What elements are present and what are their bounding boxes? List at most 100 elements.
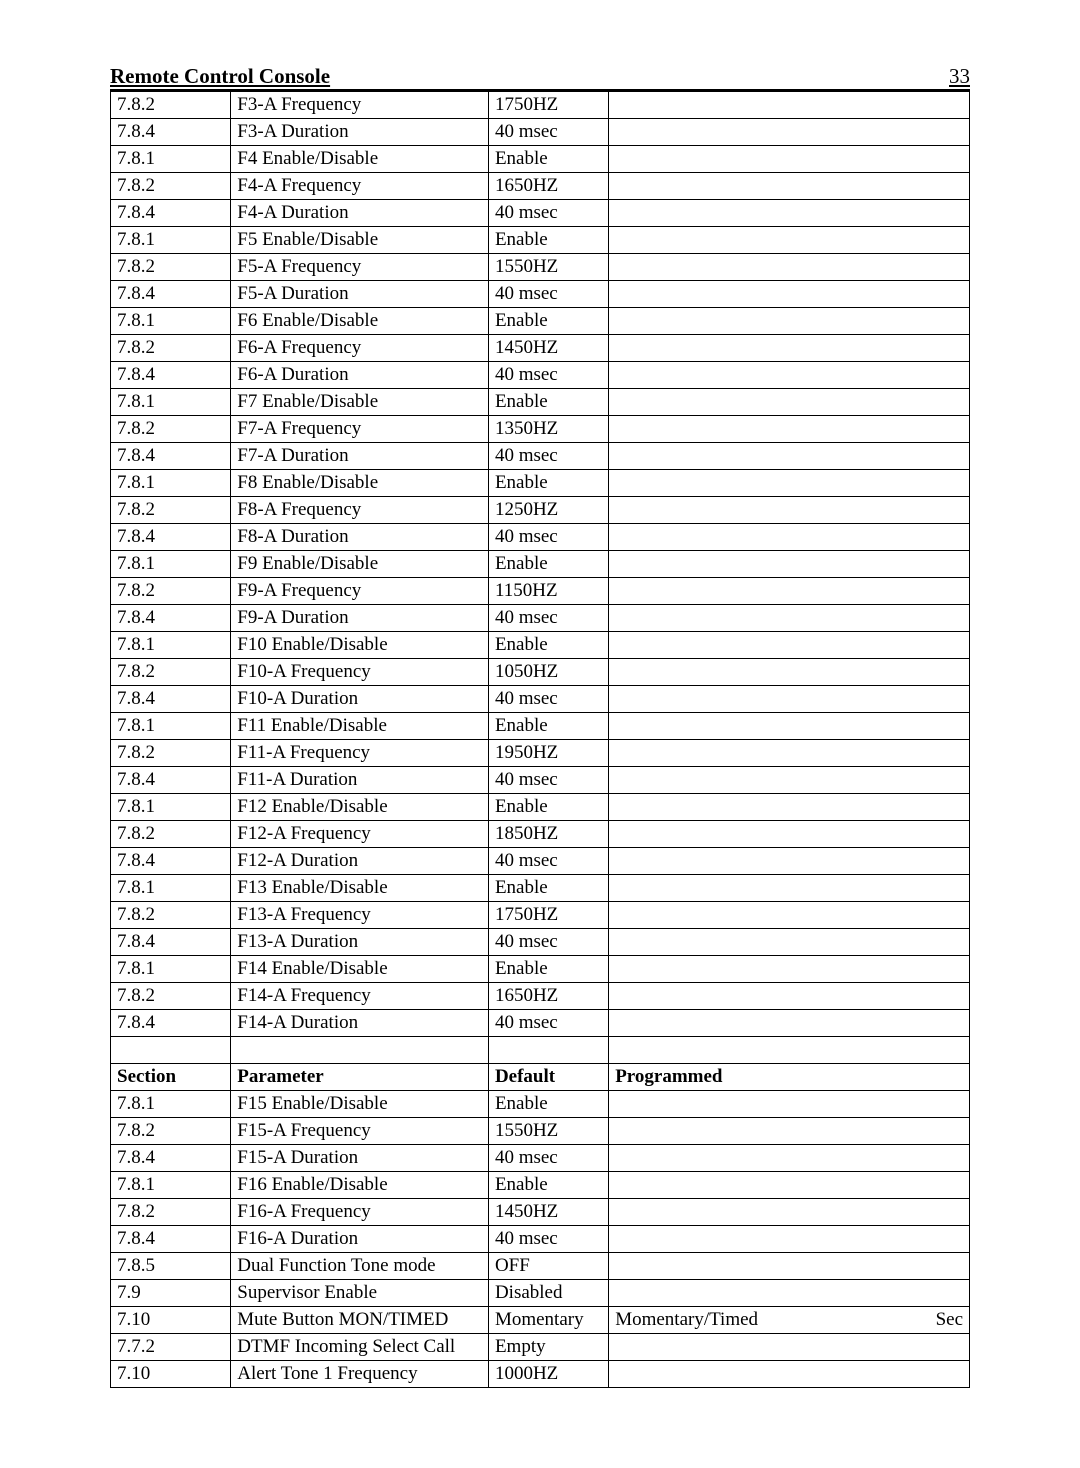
page-number: 33 (949, 64, 970, 89)
cell-section: 7.8.2 (111, 740, 231, 767)
table-row: 7.8.2F4-A Frequency1650HZ (111, 173, 970, 200)
cell-section: 7.8.4 (111, 605, 231, 632)
cell-default: 1050HZ (488, 659, 608, 686)
cell-parameter: F11-A Duration (231, 767, 489, 794)
cell-section: 7.8.4 (111, 362, 231, 389)
cell-default: Enable (488, 794, 608, 821)
cell-section: 7.8.4 (111, 443, 231, 470)
cell-programmed (609, 1361, 970, 1388)
table-row: 7.10Mute Button MON/TIMEDMomentaryMoment… (111, 1307, 970, 1334)
cell-section: 7.9 (111, 1280, 231, 1307)
cell-programmed (609, 1118, 970, 1145)
table-row: 7.8.2F11-A Frequency1950HZ (111, 740, 970, 767)
cell-section: 7.8.4 (111, 1226, 231, 1253)
table-row: 7.8.2F3-A Frequency1750HZ (111, 92, 970, 119)
table-row: 7.8.1F4 Enable/DisableEnable (111, 146, 970, 173)
cell-parameter: F15 Enable/Disable (231, 1091, 489, 1118)
cell-programmed-right: Sec (936, 1309, 963, 1331)
cell-parameter: F10-A Frequency (231, 659, 489, 686)
cell-section: 7.8.4 (111, 524, 231, 551)
cell-programmed (609, 875, 970, 902)
cell-parameter: F9 Enable/Disable (231, 551, 489, 578)
cell-parameter: F10-A Duration (231, 686, 489, 713)
cell-default: Enable (488, 308, 608, 335)
cell-programmed (609, 848, 970, 875)
cell-section: 7.8.1 (111, 1091, 231, 1118)
cell-parameter: Mute Button MON/TIMED (231, 1307, 489, 1334)
table-row: 7.8.4F14-A Duration40 msec (111, 1010, 970, 1037)
cell-parameter: F14-A Duration (231, 1010, 489, 1037)
cell-section: 7.8.4 (111, 119, 231, 146)
cell-programmed: Momentary/Timed Sec (609, 1307, 970, 1334)
cell-parameter: F5 Enable/Disable (231, 227, 489, 254)
cell-parameter: F16 Enable/Disable (231, 1172, 489, 1199)
cell-default: 40 msec (488, 605, 608, 632)
table-row: 7.8.1F14 Enable/DisableEnable (111, 956, 970, 983)
table-row: 7.8.1F7 Enable/DisableEnable (111, 389, 970, 416)
cell-section: 7.8.2 (111, 1118, 231, 1145)
cell-parameter: F15-A Duration (231, 1145, 489, 1172)
cell-section: 7.8.2 (111, 1199, 231, 1226)
column-header-parameter: Parameter (231, 1064, 489, 1091)
cell-section: 7.8.2 (111, 92, 231, 119)
table-row: 7.8.4F16-A Duration40 msec (111, 1226, 970, 1253)
table-row: 7.8.1F6 Enable/DisableEnable (111, 308, 970, 335)
cell-programmed (609, 686, 970, 713)
table-row: 7.8.2F5-A Frequency1550HZ (111, 254, 970, 281)
cell-blank (231, 1037, 489, 1064)
cell-parameter: F13-A Duration (231, 929, 489, 956)
cell-default: 40 msec (488, 200, 608, 227)
cell-default: 1250HZ (488, 497, 608, 524)
table-row: 7.8.4F7-A Duration40 msec (111, 443, 970, 470)
cell-parameter: F8-A Frequency (231, 497, 489, 524)
table-row: 7.8.1F8 Enable/DisableEnable (111, 470, 970, 497)
table-row: 7.8.4F5-A Duration40 msec (111, 281, 970, 308)
cell-programmed (609, 281, 970, 308)
table-row: 7.8.1F9 Enable/DisableEnable (111, 551, 970, 578)
cell-section: 7.8.1 (111, 146, 231, 173)
cell-section: 7.8.2 (111, 578, 231, 605)
cell-default: 1350HZ (488, 416, 608, 443)
table-row: 7.8.2F13-A Frequency1750HZ (111, 902, 970, 929)
cell-default: 1750HZ (488, 92, 608, 119)
cell-default: 1950HZ (488, 740, 608, 767)
cell-default: 1000HZ (488, 1361, 608, 1388)
page-title: Remote Control Console (110, 64, 330, 89)
cell-parameter: F3-A Duration (231, 119, 489, 146)
cell-programmed (609, 1199, 970, 1226)
cell-parameter: F10 Enable/Disable (231, 632, 489, 659)
cell-programmed (609, 929, 970, 956)
cell-default: Enable (488, 956, 608, 983)
cell-section: 7.8.2 (111, 335, 231, 362)
cell-parameter: F13-A Frequency (231, 902, 489, 929)
cell-programmed-left: Momentary/Timed (615, 1309, 758, 1331)
cell-parameter: F16-A Frequency (231, 1199, 489, 1226)
cell-default: 1650HZ (488, 173, 608, 200)
cell-programmed (609, 416, 970, 443)
cell-parameter: F5-A Frequency (231, 254, 489, 281)
table-row: 7.8.4F10-A Duration40 msec (111, 686, 970, 713)
cell-section: 7.8.2 (111, 497, 231, 524)
cell-programmed (609, 821, 970, 848)
table-row: 7.8.5Dual Function Tone modeOFF (111, 1253, 970, 1280)
cell-parameter: F6-A Duration (231, 362, 489, 389)
table-row: 7.10Alert Tone 1 Frequency1000HZ (111, 1361, 970, 1388)
cell-parameter: F8-A Duration (231, 524, 489, 551)
cell-section: 7.8.2 (111, 416, 231, 443)
cell-programmed (609, 335, 970, 362)
cell-programmed (609, 254, 970, 281)
cell-section: 7.10 (111, 1307, 231, 1334)
cell-parameter: F11 Enable/Disable (231, 713, 489, 740)
cell-default: Enable (488, 1172, 608, 1199)
table-row: 7.8.1F15 Enable/DisableEnable (111, 1091, 970, 1118)
cell-default: 1150HZ (488, 578, 608, 605)
cell-section: 7.8.1 (111, 389, 231, 416)
cell-section: 7.8.2 (111, 659, 231, 686)
cell-default: 40 msec (488, 281, 608, 308)
cell-section: 7.8.1 (111, 1172, 231, 1199)
cell-default: Enable (488, 146, 608, 173)
cell-default: 1850HZ (488, 821, 608, 848)
cell-parameter: F16-A Duration (231, 1226, 489, 1253)
cell-default: 1550HZ (488, 1118, 608, 1145)
cell-section: 7.8.2 (111, 902, 231, 929)
